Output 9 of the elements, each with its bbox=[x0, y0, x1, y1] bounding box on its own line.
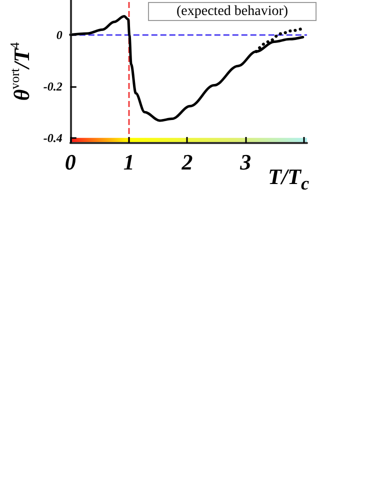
x-axis-title: T/T$_{c}$ bbox=[268, 164, 310, 194]
y-tick-label: 0 bbox=[56, 28, 62, 42]
annotation: (expected behavior) bbox=[176, 4, 288, 19]
x-tick-label: 2 bbox=[180, 150, 193, 174]
y-tick-label: -0.4 bbox=[43, 130, 62, 145]
y-axis-title: θvort/T4 bbox=[7, 42, 34, 101]
x-tick-label: 3 bbox=[239, 150, 252, 174]
x-tick-label: 1 bbox=[123, 150, 134, 174]
y-tick-label: -0.2 bbox=[43, 79, 62, 94]
